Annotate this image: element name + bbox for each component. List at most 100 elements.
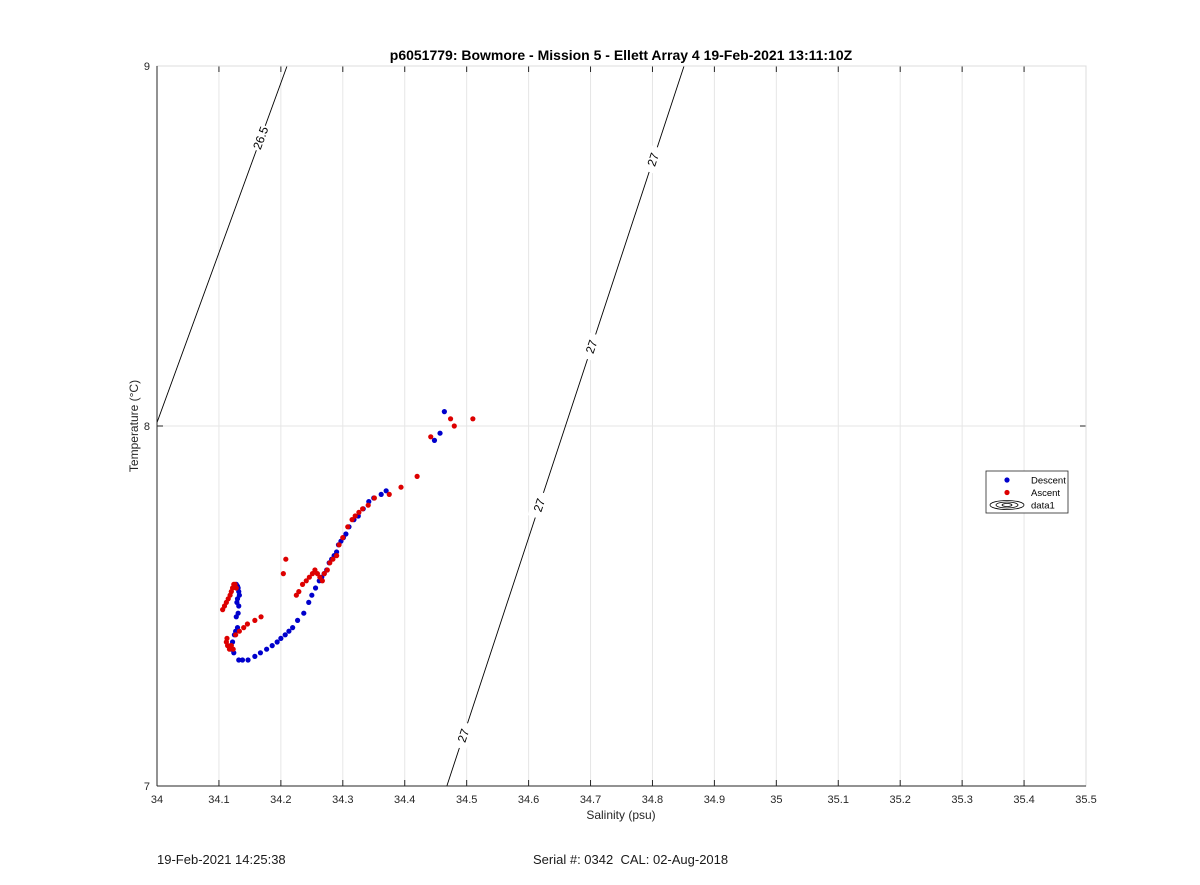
descent-point xyxy=(252,653,258,660)
ascent-point xyxy=(283,556,289,562)
contour-label: 27 xyxy=(531,496,549,513)
ascent-point xyxy=(244,621,251,627)
ascent-point xyxy=(241,625,247,631)
ascent-point xyxy=(327,560,333,566)
footer-serial-cal: Serial #: 0342 CAL: 02-Aug-2018 xyxy=(533,852,729,867)
ascent-point xyxy=(451,423,457,429)
ascent-point xyxy=(447,416,454,422)
ascent-point xyxy=(321,571,327,577)
ascent-point xyxy=(428,434,434,440)
descent-point xyxy=(343,531,349,537)
legend-label-ascent: Ascent xyxy=(1031,488,1060,499)
descent-point xyxy=(274,639,280,645)
axes: 34 34.1 34.2 34.3 34.4 34.5 34.6 34.7 34.8 34.9 35… xyxy=(144,61,1097,806)
x-tick-label: 34.9 xyxy=(704,794,725,806)
ascent-point xyxy=(356,509,362,515)
x-tick-label: 34.5 xyxy=(456,794,477,806)
y-tick-label: 9 xyxy=(144,61,150,73)
ascent-point xyxy=(252,617,258,624)
legend-marker-ascent xyxy=(1004,489,1010,496)
descent-point xyxy=(245,657,251,663)
footer-timestamp: 19-Feb-2021 14:25:38 xyxy=(157,852,286,867)
descent-point xyxy=(282,632,288,638)
descent-point xyxy=(312,585,319,591)
x-tick-label: 34.1 xyxy=(208,794,229,806)
descent-point xyxy=(286,628,292,634)
y-axis-label: Temperature (°C) xyxy=(127,380,141,472)
contour-label-bg xyxy=(579,331,603,362)
descent-point xyxy=(378,491,384,497)
legend-box xyxy=(985,470,1069,514)
contour-label-bg xyxy=(527,490,551,520)
ascent-point xyxy=(303,578,309,584)
x-tick-label: 35.4 xyxy=(1013,794,1034,806)
descent-point xyxy=(290,625,296,631)
x-axis-label: Salinity (psu) xyxy=(586,808,655,822)
descent-point xyxy=(236,603,242,609)
legend-label-descent: Descent xyxy=(1031,476,1066,487)
descent-point xyxy=(334,549,340,555)
descent-point xyxy=(278,635,284,642)
ascent-point xyxy=(324,567,330,573)
x-tick-label: 35.1 xyxy=(828,794,849,806)
y-tick-label: 8 xyxy=(144,421,150,433)
isopycnal-line xyxy=(157,66,288,424)
ascent-point xyxy=(319,578,325,584)
descent-point xyxy=(269,643,275,649)
data-points xyxy=(220,409,476,663)
isopycnal-line xyxy=(446,66,685,786)
descent-point xyxy=(236,657,242,663)
x-tick-label: 34.3 xyxy=(332,794,353,806)
ascent-point xyxy=(470,416,476,422)
contour-label-bg xyxy=(248,123,272,153)
contour-label-bg xyxy=(641,144,664,175)
descent-point xyxy=(239,657,246,663)
ascent-point xyxy=(233,632,239,638)
contour-label: 27 xyxy=(583,338,601,355)
descent-point xyxy=(257,650,264,656)
grid xyxy=(157,66,1086,786)
ascent-point xyxy=(233,585,239,591)
legend-label-data1: data1 xyxy=(1031,501,1055,512)
ascent-point xyxy=(398,484,404,490)
legend-contour-icon xyxy=(1001,503,1013,507)
ascent-point xyxy=(345,524,351,530)
descent-point xyxy=(264,646,270,652)
x-tick-label: 34.8 xyxy=(642,794,663,806)
legend-contour-icon xyxy=(995,501,1019,509)
ascent-point xyxy=(349,517,355,523)
ascent-point xyxy=(280,571,286,577)
descent-point xyxy=(301,610,307,616)
descent-point xyxy=(431,437,438,443)
x-tick-label: 34.6 xyxy=(518,794,539,806)
descent-point xyxy=(294,617,301,624)
ascent-point xyxy=(352,513,358,519)
x-tick-label: 35.3 xyxy=(951,794,972,806)
contour-label-bg xyxy=(451,720,475,751)
ascent-point xyxy=(306,574,312,580)
ascent-point xyxy=(299,581,306,588)
x-tick-label: 35.5 xyxy=(1075,794,1096,806)
x-tick-label: 35.2 xyxy=(889,794,910,806)
ascent-point xyxy=(330,556,336,562)
ascent-point xyxy=(296,589,302,595)
ascent-point xyxy=(336,542,342,548)
descent-point xyxy=(309,592,315,598)
contour-label: 27 xyxy=(455,727,473,744)
ascent-point xyxy=(230,646,236,652)
x-tick-label: 34.2 xyxy=(270,794,291,806)
ascent-point xyxy=(365,502,371,508)
x-tick-label: 34.7 xyxy=(580,794,601,806)
legend-marker-descent xyxy=(1004,477,1010,483)
ascent-point xyxy=(414,473,420,479)
legend-contour-icon xyxy=(989,500,1025,510)
ascent-point xyxy=(334,553,340,559)
ascent-point xyxy=(258,614,264,620)
descent-point xyxy=(437,430,443,436)
contour-label: 27 xyxy=(644,151,662,168)
x-tick-label: 34 xyxy=(151,794,163,806)
ascent-point xyxy=(340,535,346,541)
